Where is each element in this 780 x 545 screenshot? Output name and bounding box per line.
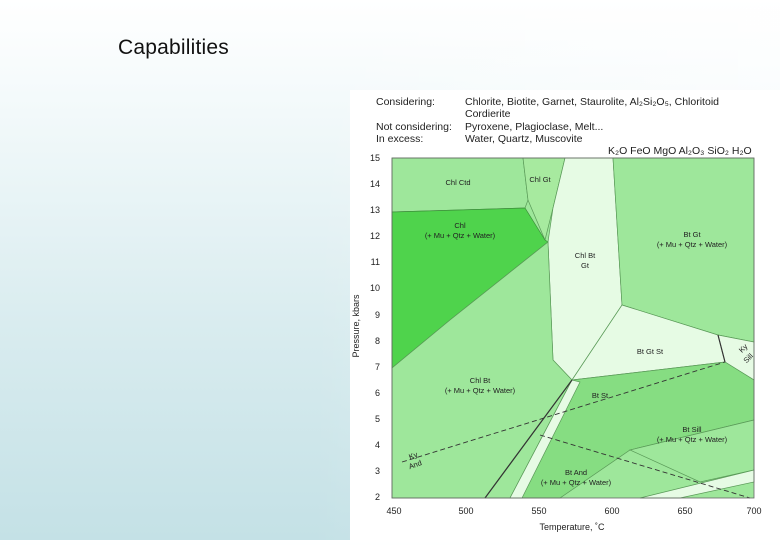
label-ky-and-2: And xyxy=(407,458,423,471)
label-chl-bt-gt-2: Gt xyxy=(581,261,590,270)
label-ky-and-1: Ky xyxy=(407,450,419,462)
y-tick: 4 xyxy=(375,440,380,450)
label-chl: Chl xyxy=(454,221,466,230)
x-tick: 700 xyxy=(746,506,761,516)
label-bt-st: Bt St xyxy=(592,391,609,400)
in-excess-label: In excess: xyxy=(376,133,423,145)
y-tick: 2 xyxy=(375,492,380,502)
y-tick: 5 xyxy=(375,414,380,424)
y-tick: 10 xyxy=(370,283,380,293)
phase-diagram-figure: Considering: Chlorite, Biotite, Garnet, … xyxy=(350,90,780,540)
label-bt-and: Bt And xyxy=(565,468,587,477)
x-tick: 650 xyxy=(677,506,692,516)
label-bt-gt-assemblage: (+ Mu + Qtz + Water) xyxy=(657,240,728,249)
label-bt-gt: Bt Gt xyxy=(683,230,701,239)
label-chl-ctd: Chl Ctd xyxy=(445,178,470,187)
plot-frame xyxy=(391,157,755,499)
label-bt-sill-assemblage: (+ Mu + Qtz + Water) xyxy=(657,435,728,444)
label-chl-bt-gt-1: Chl Bt xyxy=(575,251,596,260)
label-bt-gt-st: Bt Gt St xyxy=(637,347,664,356)
x-tick: 450 xyxy=(386,506,401,516)
slide-title: Capabilities xyxy=(118,36,229,59)
label-chl-gt: Chl Gt xyxy=(529,175,551,184)
chemical-system: K₂O FeO MgO Al₂O₃ SiO₂ H₂O xyxy=(608,145,752,157)
y-tick: 7 xyxy=(375,362,380,372)
label-chl-bt-assemblage: (+ Mu + Qtz + Water) xyxy=(445,386,516,395)
y-tick: 12 xyxy=(370,231,380,241)
reaction-line-2 xyxy=(717,334,726,363)
y-tick: 14 xyxy=(370,179,380,189)
label-chl-assemblage: (+ Mu + Qtz + Water) xyxy=(425,231,496,240)
y-axis-label: Pressure, kbars xyxy=(351,294,361,358)
plot-area xyxy=(391,157,755,499)
reaction-line xyxy=(484,379,573,499)
y-tick: 9 xyxy=(375,310,380,320)
x-tick: 500 xyxy=(458,506,473,516)
y-tick: 11 xyxy=(371,257,380,267)
considering-line1: Chlorite, Biotite, Garnet, Staurolite, A… xyxy=(465,96,719,108)
considering-line2: Cordierite xyxy=(465,108,511,120)
y-tick: 6 xyxy=(375,388,380,398)
y-tick: 15 xyxy=(370,153,380,163)
not-considering-label: Not considering: xyxy=(376,121,452,133)
x-tick: 600 xyxy=(604,506,619,516)
y-tick: 13 xyxy=(370,205,380,215)
not-considering-value: Pyroxene, Plagioclase, Melt... xyxy=(465,121,603,133)
and-sill-boundary xyxy=(539,434,751,499)
y-tick: 8 xyxy=(375,336,380,346)
label-bt-sill: Bt Sill xyxy=(682,425,702,434)
label-bt-and-assemblage: (+ Mu + Qtz + Water) xyxy=(541,478,612,487)
in-excess-value: Water, Quartz, Muscovite xyxy=(465,133,583,145)
ky-sill-boundary xyxy=(401,361,726,463)
label-chl-bt: Chl Bt xyxy=(470,376,491,385)
y-tick: 3 xyxy=(375,466,380,476)
x-tick: 550 xyxy=(531,506,546,516)
considering-label: Considering: xyxy=(376,96,435,108)
x-axis-label: Temperature, ˚C xyxy=(539,522,605,532)
phase-diagram: Considering: Chlorite, Biotite, Garnet, … xyxy=(351,96,762,532)
